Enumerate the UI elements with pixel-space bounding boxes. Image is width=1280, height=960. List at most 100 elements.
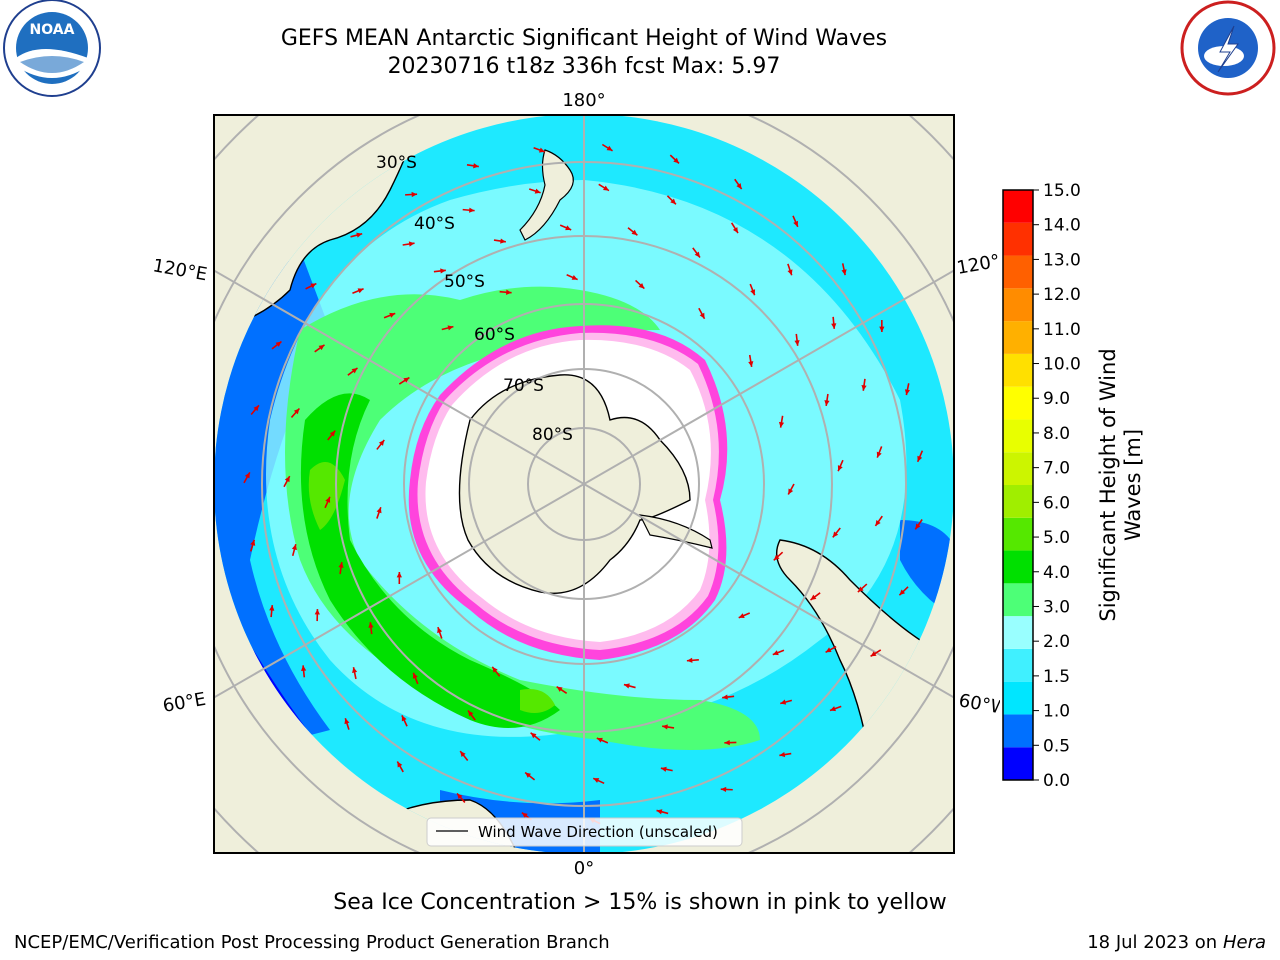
wind-arrow-head bbox=[408, 241, 415, 247]
colorbar-tick-label: 2.0 bbox=[1043, 632, 1070, 652]
wind-arrow-head bbox=[773, 554, 780, 561]
wind-arrow-head bbox=[329, 430, 336, 437]
wind-arrow-head bbox=[397, 761, 403, 768]
wind-arrow-head bbox=[832, 531, 839, 538]
colorbar-tick-label: 10.0 bbox=[1043, 355, 1081, 375]
wind-arrow-head bbox=[699, 312, 705, 319]
wind-arrow-head bbox=[606, 145, 613, 151]
wind-arrow-head bbox=[244, 472, 250, 479]
map-frame bbox=[213, 114, 955, 854]
wind-arrow-head bbox=[492, 666, 498, 673]
wind-arrow-head bbox=[830, 706, 836, 712]
wind-arrow-head bbox=[876, 451, 882, 458]
wind-arrow-head bbox=[318, 344, 325, 351]
wind-arrow-head bbox=[875, 520, 881, 526]
wind-arrow-head bbox=[825, 647, 832, 653]
wind-arrow-head bbox=[275, 341, 282, 347]
wind-arrow-head bbox=[722, 694, 728, 700]
wind-arrow-head bbox=[720, 786, 727, 793]
wind-arrow-head bbox=[772, 650, 779, 656]
wind-arrow-head bbox=[525, 772, 532, 778]
lat-label-40s: 40°S bbox=[414, 214, 455, 234]
wind-arrow-head bbox=[837, 465, 843, 472]
wind-arrow-head bbox=[602, 185, 609, 191]
wind-arrow-head bbox=[779, 751, 786, 758]
wind-arrow-head bbox=[841, 269, 847, 276]
wind-arrow-head bbox=[565, 225, 572, 231]
wind-arrow-head bbox=[724, 740, 730, 746]
colorbar-label-line1: Significant Height of Wind bbox=[1096, 348, 1120, 621]
wind-arrow-head bbox=[368, 622, 374, 628]
wind-arrow-head bbox=[917, 455, 923, 462]
wind-arrow-head bbox=[879, 326, 885, 332]
wind-arrow-head bbox=[870, 651, 877, 657]
wind-arrow-head bbox=[356, 232, 363, 238]
colorbar-swatch bbox=[1003, 222, 1033, 256]
colorbar-tick-label: 13.0 bbox=[1043, 250, 1081, 270]
wind-arrow-head bbox=[447, 325, 454, 331]
wind-arrow-head bbox=[401, 715, 407, 722]
colorbar-tick-label: 5.0 bbox=[1043, 528, 1070, 548]
wind-arrow-head bbox=[824, 400, 830, 406]
wind-arrow-head bbox=[314, 609, 320, 615]
wind-arrow-head bbox=[899, 589, 906, 596]
sea-ice-caption: Sea Ice Concentration > 15% is shown in … bbox=[333, 890, 947, 915]
colorbar-swatch bbox=[1003, 583, 1033, 617]
lat-label-70s: 70°S bbox=[503, 376, 544, 396]
noaa-logo-text: NOAA bbox=[30, 22, 75, 38]
nws-logo bbox=[1180, 0, 1276, 96]
wind-arrow-head bbox=[473, 163, 479, 169]
wind-arrow-head bbox=[538, 147, 545, 153]
footer-date-text: 18 Jul 2023 on bbox=[1087, 932, 1223, 953]
colorbar-swatch bbox=[1003, 714, 1033, 748]
wind-arrow-head bbox=[293, 408, 300, 415]
wind-arrow-head bbox=[521, 812, 528, 818]
colorbar-tick-label: 11.0 bbox=[1043, 320, 1081, 340]
wind-arrow-head bbox=[378, 439, 385, 446]
colorbar-swatch bbox=[1003, 386, 1033, 420]
colorbar-swatch bbox=[1003, 353, 1033, 387]
map-legend: Wind Wave Direction (unscaled) bbox=[426, 817, 743, 847]
colorbar-tick-label: 8.0 bbox=[1043, 424, 1070, 444]
colorbar-tick-label: 7.0 bbox=[1043, 459, 1070, 479]
wind-arrow-head bbox=[344, 718, 350, 725]
wind-arrow-head bbox=[662, 724, 668, 730]
wind-arrow-head bbox=[352, 667, 358, 673]
wind-arrow-head bbox=[778, 421, 785, 428]
wind-arrow-head bbox=[596, 737, 603, 743]
colorbar-swatch bbox=[1003, 648, 1033, 682]
lat-label-50s: 50°S bbox=[444, 272, 485, 292]
footer-branch: NCEP/EMC/Verification Post Processing Pr… bbox=[14, 932, 610, 953]
wind-arrow-head bbox=[505, 289, 512, 295]
colorbar-swatch bbox=[1003, 616, 1033, 649]
wind-arrow-head bbox=[412, 672, 418, 679]
colorbar-tick-label: 12.0 bbox=[1043, 285, 1081, 305]
graticule bbox=[214, 115, 954, 853]
wind-arrow-head bbox=[396, 571, 402, 578]
wind-arrows bbox=[243, 143, 924, 825]
lat-label-30s: 30°S bbox=[376, 153, 417, 173]
colorbar-swatch bbox=[1003, 747, 1033, 780]
colorbar-tick-label: 6.0 bbox=[1043, 493, 1070, 513]
wind-arrow-head bbox=[794, 340, 800, 346]
wind-arrow-head bbox=[389, 312, 396, 318]
wind-arrow-head bbox=[411, 191, 418, 198]
wind-arrow-head bbox=[325, 496, 331, 503]
wind-arrow-head bbox=[750, 289, 756, 296]
wind-arrow-head bbox=[738, 613, 745, 619]
wind-arrow-head bbox=[403, 377, 410, 383]
chart-title: GEFS MEAN Antarctic Significant Height o… bbox=[280, 26, 888, 51]
wind-arrow-head bbox=[338, 562, 344, 568]
wind-arrow-head bbox=[250, 539, 256, 546]
wind-arrow-head bbox=[571, 275, 578, 280]
colorbar-swatch bbox=[1003, 550, 1033, 584]
colorbar-swatch bbox=[1003, 681, 1033, 715]
lon-label-120e: 120°E bbox=[151, 255, 209, 285]
polar-map: 180° 0° 120°E 60°E 120° 60°W 30°S 40°S 5… bbox=[151, 90, 1000, 879]
wind-arrow-head bbox=[694, 251, 700, 258]
wind-arrow-head bbox=[638, 283, 645, 289]
wind-arrow-head bbox=[915, 523, 921, 530]
wind-arrow-head bbox=[780, 699, 787, 705]
wind-arrow-head bbox=[686, 657, 693, 663]
colorbar-tick-label: 1.5 bbox=[1043, 667, 1070, 687]
